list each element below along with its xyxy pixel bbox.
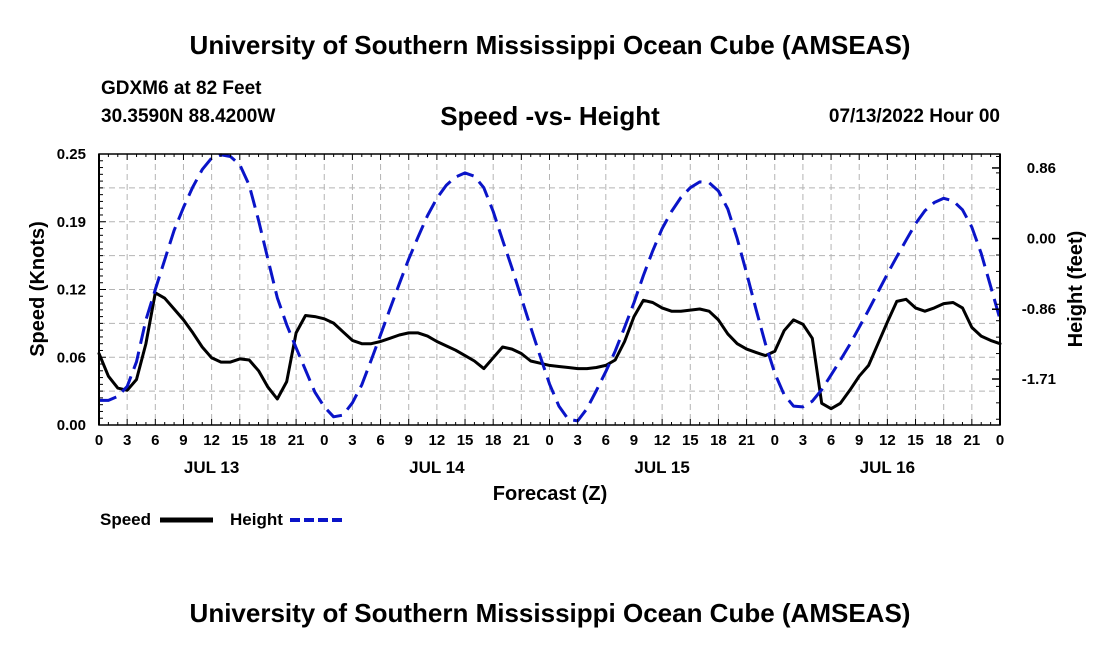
y2-tick-label: -0.86	[1022, 301, 1056, 318]
x-tick-label: 3	[123, 432, 131, 449]
y2-tick-label: -1.71	[1022, 371, 1056, 388]
x-day-label: JUL 14	[409, 458, 465, 477]
x-tick-label: 0	[320, 432, 328, 449]
x-tick-label: 21	[738, 432, 755, 449]
station-label: GDXM6 at 82 Feet	[101, 78, 262, 99]
y-tick-label: 0.25	[57, 146, 86, 163]
x-tick-label: 3	[799, 432, 807, 449]
x-tick-label: 9	[405, 432, 413, 449]
x-tick-label: 15	[231, 432, 248, 449]
x-tick-label: 6	[602, 432, 610, 449]
x-tick-label: 12	[654, 432, 671, 449]
x-tick-label: 15	[682, 432, 699, 449]
chart-title: Speed -vs- Height	[440, 101, 660, 131]
y2-axis-label: Height (feet)	[1065, 231, 1087, 348]
x-day-label: JUL 13	[184, 458, 239, 477]
x-day-label: JUL 15	[634, 458, 689, 477]
x-tick-label: 12	[203, 432, 220, 449]
y-tick-label: 0.00	[57, 417, 86, 434]
x-tick-label: 18	[710, 432, 727, 449]
x-tick-label: 15	[907, 432, 924, 449]
forecast-datetime: 07/13/2022 Hour 00	[828, 106, 1000, 127]
x-tick-label: 15	[457, 432, 474, 449]
legend: Speed Height	[100, 510, 343, 529]
footer-title: University of Southern Mississippi Ocean…	[189, 598, 911, 628]
legend-label-speed: Speed	[100, 510, 151, 529]
series-line-speed	[97, 291, 1002, 411]
axes	[98, 153, 1001, 426]
grid-lines	[99, 154, 1000, 425]
x-tick-label: 21	[288, 432, 305, 449]
series-lines	[97, 153, 1002, 423]
y-axis-label: Speed (Knots)	[27, 221, 49, 357]
x-tick-label: 18	[935, 432, 952, 449]
x-tick-label: 6	[827, 432, 835, 449]
tick-labels: 0 3 6 9 12 15 18 21 0 3 6 9 12 15 18 21 0 3 6 9 12 15 18 21 0 3 6 9…	[57, 146, 1056, 477]
x-tick-label: 6	[151, 432, 159, 449]
y-tick-label: 0.19	[57, 214, 86, 231]
y-tick-label: 0.06	[57, 349, 86, 366]
y2-tick-label: 0.00	[1027, 231, 1056, 248]
y2-tick-label: 0.86	[1027, 160, 1056, 177]
x-day-label: JUL 16	[860, 458, 915, 477]
x-axis-label: Forecast (Z)	[493, 483, 607, 505]
x-tick-label: 0	[95, 432, 103, 449]
legend-label-height: Height	[230, 510, 283, 529]
x-tick-label: 21	[513, 432, 530, 449]
x-tick-label: 18	[485, 432, 502, 449]
x-tick-label: 9	[855, 432, 863, 449]
x-tick-label: 3	[348, 432, 356, 449]
x-tick-label: 21	[964, 432, 981, 449]
speed-height-chart: 0 3 6 9 12 15 18 21 0 3 6 9 12 15 18 21 0 3 6 9 12 15 18 21 0 3 6 9…	[27, 101, 1087, 529]
x-tick-label: 0	[771, 432, 779, 449]
x-tick-label: 12	[429, 432, 446, 449]
series-line-height	[99, 153, 1002, 423]
x-tick-label: 18	[260, 432, 277, 449]
chart-title-main: University of Southern Mississippi Ocean…	[189, 30, 911, 60]
x-tick-label: 9	[179, 432, 187, 449]
y-tick-label: 0.12	[57, 282, 86, 299]
x-tick-label: 0	[545, 432, 553, 449]
x-tick-label: 6	[376, 432, 384, 449]
coordinates-label: 30.3590N 88.4200W	[101, 106, 276, 127]
x-tick-label: 12	[879, 432, 896, 449]
x-tick-label: 0	[996, 432, 1004, 449]
x-tick-label: 9	[630, 432, 638, 449]
x-tick-label: 3	[573, 432, 581, 449]
